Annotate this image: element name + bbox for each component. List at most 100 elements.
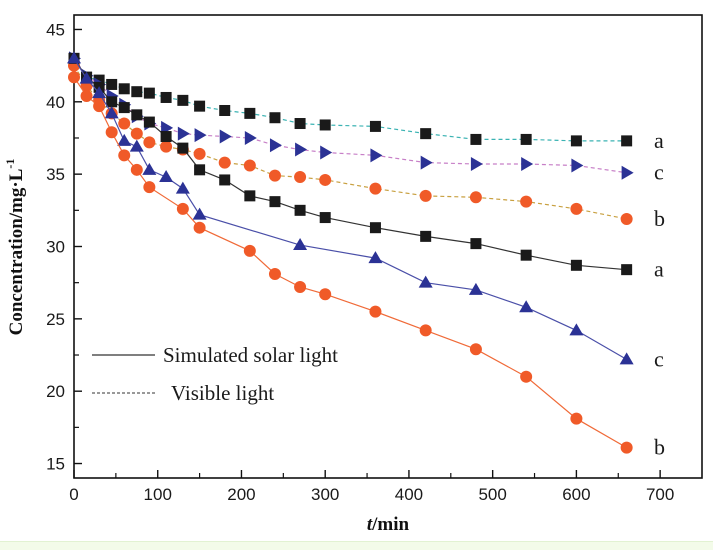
series-line	[73, 58, 627, 142]
data-point-circle	[218, 156, 231, 169]
data-point-circle	[294, 281, 307, 294]
data-point-square	[520, 249, 532, 261]
data-point-triangle	[67, 51, 81, 64]
y-tick-label: 45	[46, 20, 65, 39]
data-point-triangle	[569, 323, 584, 336]
series-end-label: b	[654, 206, 665, 231]
data-point-circle	[118, 149, 131, 162]
y-tick-label: 20	[46, 382, 65, 401]
x-tick-label: 0	[69, 485, 78, 504]
data-point-circle	[268, 267, 281, 280]
data-point-circle	[176, 202, 189, 215]
data-point-circle	[193, 221, 206, 234]
y-tick-label: 30	[46, 238, 65, 257]
data-point-square	[131, 86, 143, 98]
legend: Simulated solar light Visible light	[92, 343, 338, 405]
data-point-triangle	[320, 145, 333, 160]
data-point-circle	[130, 127, 143, 140]
x-tick-label: 400	[395, 485, 423, 504]
data-point-square	[294, 118, 306, 130]
data-point-circle	[193, 147, 206, 160]
data-point-circle	[570, 412, 583, 425]
x-tick-label: 700	[646, 485, 674, 504]
x-tick-label: 600	[562, 485, 590, 504]
series-layer	[67, 51, 634, 454]
data-point-square	[244, 107, 256, 119]
data-point-square	[269, 196, 281, 208]
data-point-triangle	[470, 157, 483, 172]
bottom-band	[0, 541, 713, 550]
y-axis-title-main: Concentration/mg·L	[6, 169, 27, 336]
x-axis-title-unit: /min	[371, 514, 409, 535]
data-point-triangle	[519, 300, 534, 313]
data-point-square	[244, 190, 256, 202]
data-point-square	[118, 83, 130, 95]
x-tick-label: 300	[311, 485, 339, 504]
legend-dashed-label: Visible light	[171, 381, 274, 405]
data-point-circle	[105, 126, 118, 139]
data-point-circle	[469, 191, 482, 204]
data-point-triangle	[368, 251, 383, 264]
data-point-square	[219, 174, 231, 186]
y-tick-label: 15	[46, 455, 65, 474]
data-point-circle	[319, 173, 332, 186]
y-axis-title-superscript: -1	[3, 159, 17, 169]
data-point-triangle	[79, 71, 94, 84]
data-point-square	[470, 238, 482, 250]
series-line	[73, 58, 627, 174]
data-point-square	[420, 128, 432, 140]
data-point-triangle	[194, 128, 207, 143]
data-point-square	[420, 230, 432, 242]
data-point-circle	[520, 195, 533, 208]
series-end-label: a	[654, 257, 664, 282]
data-point-square	[194, 100, 206, 112]
data-point-square	[470, 133, 482, 145]
data-point-circle	[419, 189, 432, 202]
x-tick-label: 100	[144, 485, 172, 504]
data-point-square	[219, 104, 231, 116]
data-point-square	[570, 135, 582, 147]
data-point-square	[177, 94, 189, 106]
series-end-label: c	[654, 160, 664, 185]
data-point-square	[369, 120, 381, 132]
data-point-triangle	[244, 130, 257, 145]
data-point-triangle	[293, 238, 308, 251]
data-point-square	[143, 87, 155, 99]
data-point-triangle	[142, 162, 157, 175]
data-point-square	[118, 102, 130, 114]
data-point-square	[106, 78, 118, 90]
data-point-triangle	[92, 86, 107, 99]
series-end-label: b	[654, 435, 665, 460]
data-point-triangle	[418, 275, 433, 288]
data-point-square	[177, 142, 189, 154]
data-point-triangle	[117, 133, 132, 146]
data-point-circle	[319, 288, 332, 301]
x-tick-label: 200	[227, 485, 255, 504]
data-point-triangle	[295, 142, 308, 157]
series-solid-a	[68, 52, 633, 276]
series-dashed-b	[68, 59, 633, 226]
data-point-triangle	[370, 148, 383, 163]
series-line	[73, 65, 627, 220]
y-tick-label: 25	[46, 310, 65, 329]
y-tick-label: 40	[46, 93, 65, 112]
data-point-circle	[570, 202, 583, 215]
x-tick-label: 500	[478, 485, 506, 504]
data-point-circle	[419, 324, 432, 337]
data-point-square	[93, 74, 105, 86]
data-point-triangle	[468, 282, 483, 295]
series-dashed-c	[69, 51, 634, 180]
plot-frame	[73, 14, 703, 479]
data-point-triangle	[175, 181, 190, 194]
axes: 0 100 200 300 400 500 600 700 15 20 25 30 35 40 45	[46, 14, 703, 504]
data-point-triangle	[219, 129, 232, 144]
data-point-circle	[294, 171, 307, 184]
data-point-square	[319, 119, 331, 131]
data-point-circle	[130, 163, 143, 176]
data-point-circle	[143, 181, 156, 194]
y-axis-title: Concentration/mg·L-1	[3, 159, 27, 336]
data-point-circle	[243, 244, 256, 257]
data-point-circle	[469, 343, 482, 356]
data-point-circle	[520, 370, 533, 383]
